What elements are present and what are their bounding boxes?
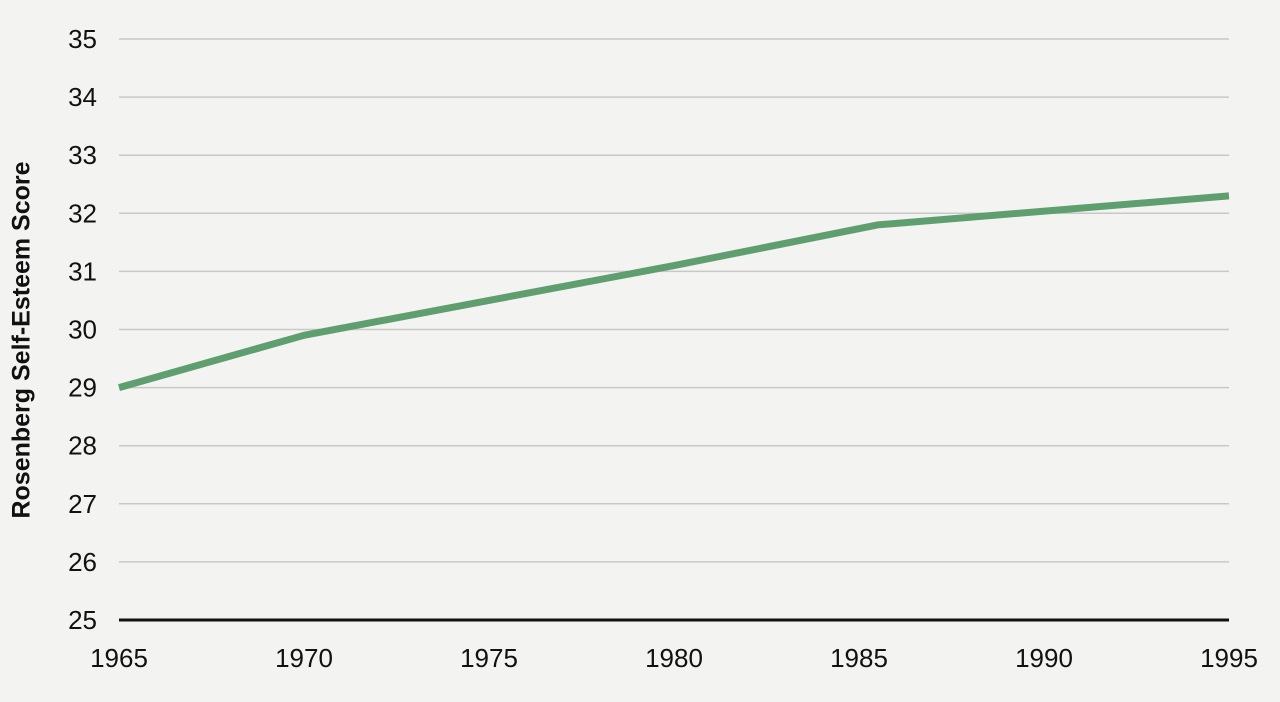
y-tick-label: 25 [68, 605, 97, 635]
y-tick-label: 35 [68, 24, 97, 54]
y-axis-label: Rosenberg Self-Esteem Score [7, 161, 36, 519]
y-tick-label: 29 [68, 373, 97, 403]
y-tick-label: 33 [68, 140, 97, 170]
series-line [118, 192, 1230, 391]
x-tick-label: 1990 [1015, 643, 1073, 673]
x-tick-label: 1970 [275, 643, 333, 673]
x-tick-label: 1995 [1200, 643, 1258, 673]
x-tick-label: 1985 [830, 643, 888, 673]
y-tick-label: 31 [68, 256, 97, 286]
y-tick-label: 30 [68, 315, 97, 345]
x-tick-label: 1975 [460, 643, 518, 673]
y-tick-label: 27 [68, 489, 97, 519]
y-tick-label: 26 [68, 547, 97, 577]
y-tick-label: 34 [68, 82, 97, 112]
x-tick-label: 1980 [645, 643, 703, 673]
y-tick-label: 28 [68, 431, 97, 461]
y-tick-label: 32 [68, 198, 97, 228]
x-tick-label: 1965 [90, 643, 148, 673]
